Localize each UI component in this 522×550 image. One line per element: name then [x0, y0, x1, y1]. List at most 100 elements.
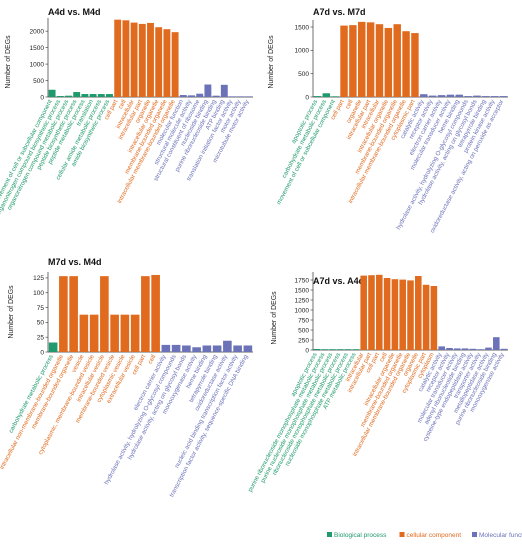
- y-tick-label: 0: [40, 349, 44, 356]
- y-tick-label: 500: [298, 327, 309, 334]
- bar: [122, 20, 130, 97]
- bar: [147, 22, 154, 97]
- panel-m7d-vs-m4d: M7d vs. M4d Number of DEGs 0 25 50 75 100 125…: [0, 257, 253, 498]
- bar: [220, 84, 228, 97]
- bar: [391, 279, 399, 350]
- bar: [81, 94, 89, 97]
- bar: [48, 342, 58, 352]
- legend-swatch: [399, 532, 405, 537]
- panel-title: A7d vs. A4d: [313, 276, 364, 286]
- y-tick-label: 1250: [295, 297, 310, 304]
- bar: [446, 348, 453, 350]
- bar: [331, 96, 339, 97]
- y-tick-label: 50: [37, 320, 45, 327]
- bar: [212, 345, 222, 352]
- bar: [384, 27, 393, 97]
- y-tick-label: 1000: [295, 307, 310, 314]
- bar: [485, 347, 492, 350]
- bar: [204, 84, 212, 97]
- category-label: cell: [344, 99, 355, 110]
- y-axis-label: Number of DEGs: [5, 35, 12, 89]
- y-tick-label: 25: [37, 334, 45, 341]
- bar: [376, 274, 383, 350]
- bar: [106, 94, 113, 97]
- bar: [223, 340, 232, 352]
- bar: [500, 348, 508, 350]
- panel-title: A4d vs. M4d: [48, 7, 101, 17]
- bar: [69, 276, 78, 352]
- bar: [155, 27, 163, 97]
- bar: [415, 276, 422, 350]
- panel-title: A7d vs. M7d: [313, 7, 366, 17]
- bar: [464, 96, 472, 97]
- bar: [430, 286, 438, 350]
- y-tick-label: 1500: [295, 24, 310, 31]
- bar: [130, 314, 140, 352]
- bar: [461, 348, 469, 350]
- bar: [411, 33, 419, 97]
- y-tick-label: 500: [33, 78, 44, 85]
- bar: [212, 95, 220, 97]
- bar: [493, 337, 500, 350]
- panel-a7d-vs-m7d: A7d vs. M7d Number of DEGs 050010001500a…: [268, 7, 508, 234]
- bar: [473, 95, 481, 97]
- legend-label: Molecular function: [479, 532, 522, 539]
- bar: [233, 345, 242, 352]
- bar: [402, 31, 410, 98]
- bar: [229, 96, 236, 97]
- legend: Biological process cellular component Mole…: [327, 532, 522, 539]
- bar: [321, 349, 328, 350]
- bar: [420, 94, 428, 97]
- panel-a7d-vs-a4d: A7d vs. A4d Number of DEGs 0 250 500 750 100…: [247, 272, 508, 493]
- panel-a4d-vs-m4d: A4d vs. M4d Number of DEGs 0 500 1000 1500 2…: [0, 7, 253, 217]
- bar: [407, 280, 414, 350]
- bar: [179, 95, 187, 97]
- category-label: carbohydrate metabolic process: [281, 99, 328, 180]
- bar: [97, 94, 105, 97]
- bar: [138, 23, 146, 97]
- bar: [490, 96, 499, 97]
- bar: [202, 345, 212, 352]
- bar: [383, 278, 391, 350]
- bar: [161, 344, 171, 352]
- bar: [163, 29, 171, 97]
- y-tick-label: 0: [40, 94, 44, 101]
- bar: [358, 21, 366, 97]
- bar: [446, 94, 455, 97]
- category-label: cell: [378, 352, 389, 363]
- bar: [196, 93, 204, 97]
- bar: [114, 19, 122, 97]
- y-axis-label: Number of DEGs: [8, 285, 15, 339]
- bar: [65, 95, 72, 97]
- bar: [100, 276, 109, 352]
- bar: [130, 22, 138, 97]
- bar: [455, 94, 463, 97]
- y-tick-label: 75: [37, 305, 45, 312]
- bar: [340, 25, 348, 98]
- bar: [438, 346, 445, 350]
- category-label: cell: [147, 354, 158, 365]
- bar: [344, 349, 352, 350]
- y-tick-label: 1500: [30, 45, 45, 52]
- bar: [171, 344, 181, 352]
- bar: [428, 95, 437, 97]
- bar: [469, 348, 477, 350]
- bar: [237, 96, 245, 97]
- y-tick-label: 750: [298, 317, 309, 324]
- bar: [141, 276, 150, 352]
- bar: [399, 279, 406, 350]
- bar: [437, 95, 446, 97]
- bar: [482, 96, 490, 97]
- y-tick-label: 100: [33, 290, 44, 297]
- legend-label: Biological process: [334, 532, 387, 539]
- bar: [313, 349, 321, 350]
- y-tick-label: 1000: [30, 61, 45, 68]
- bar: [73, 92, 81, 97]
- y-tick-label: 125: [33, 275, 44, 282]
- bar: [313, 96, 322, 97]
- bar: [188, 95, 195, 97]
- bar: [499, 96, 508, 97]
- bar: [375, 24, 384, 98]
- bar: [352, 349, 360, 350]
